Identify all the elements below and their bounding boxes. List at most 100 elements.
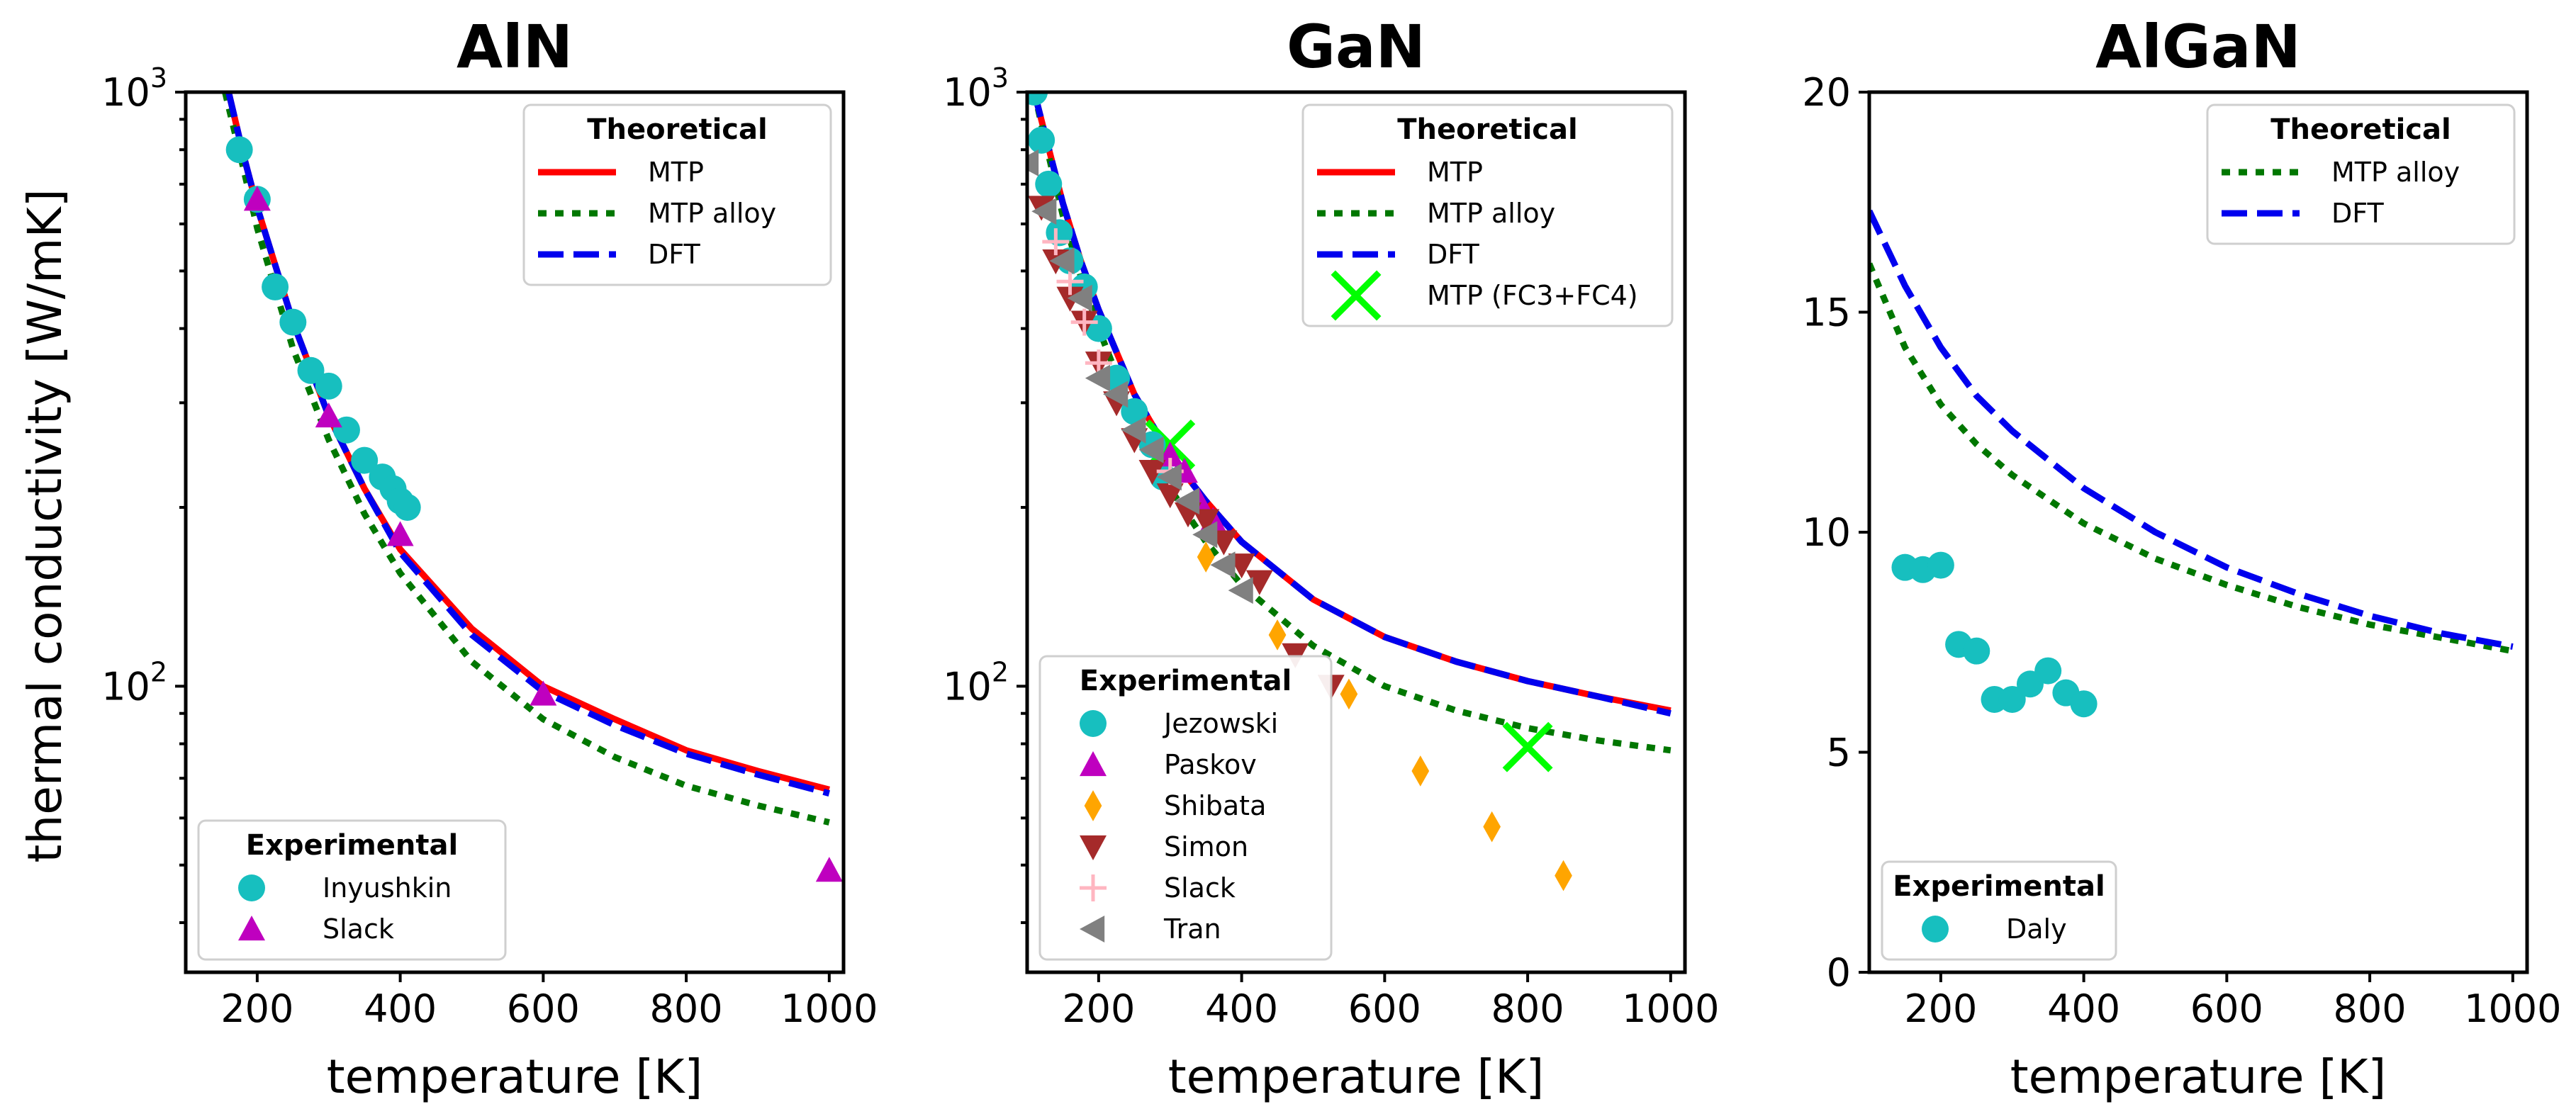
legend-label: Simon xyxy=(1164,831,1248,862)
data-point xyxy=(1156,463,1182,491)
data-point xyxy=(815,857,843,882)
x-tick-label: 400 xyxy=(1205,986,1278,1031)
x-tick-label: 200 xyxy=(220,986,293,1031)
data-point xyxy=(1103,381,1129,408)
legend-swatch xyxy=(1080,710,1107,737)
legend-label: MTP xyxy=(1427,157,1483,188)
x-tick-label: 200 xyxy=(1062,986,1135,1031)
data-point xyxy=(530,680,557,706)
data-point xyxy=(1067,284,1092,312)
legend-label: Daly xyxy=(2006,913,2067,945)
data-point xyxy=(1192,509,1220,534)
data-point xyxy=(1340,678,1358,710)
legend-frame xyxy=(2206,103,2516,245)
x-tick-label: 1000 xyxy=(2464,986,2561,1031)
legend-swatch xyxy=(1080,916,1105,943)
data-point xyxy=(1042,228,1070,256)
legend-label: Paskov xyxy=(1164,749,1257,780)
panel-algan: 200 400 600 800 1000 0 5 10 15 20 AlGaN temperature… xyxy=(1802,12,2561,1104)
plot-area xyxy=(222,92,843,882)
legend-label: Slack xyxy=(1164,872,1236,904)
y-tick-label: 0 xyxy=(1827,950,1851,995)
x-tick-label: 600 xyxy=(2190,986,2263,1031)
series-mtp-alloy xyxy=(222,92,830,826)
series-tran xyxy=(1027,149,1253,604)
series-mtp-alloy xyxy=(1031,92,1671,754)
series-slack xyxy=(243,186,843,882)
legend-label: MTP xyxy=(648,157,704,188)
panel-title: GaN xyxy=(1287,12,1426,81)
data-point xyxy=(1228,577,1253,604)
legend-label: MTP alloy xyxy=(1427,198,1555,229)
y-tick-label: 15 xyxy=(1802,291,1851,335)
legend-swatch xyxy=(1922,916,1949,943)
legend-title: Theoretical xyxy=(587,113,767,146)
legend-swatch xyxy=(238,916,265,941)
legend-label: MTP alloy xyxy=(2331,157,2460,188)
data-point xyxy=(315,372,342,400)
legend-title: Experimental xyxy=(1893,870,2105,903)
data-point xyxy=(1483,811,1501,843)
y-tick-label: 20 xyxy=(1802,70,1851,115)
data-point xyxy=(1031,198,1057,225)
panel-title: AlN xyxy=(457,12,573,81)
legend-frame xyxy=(1038,655,1333,961)
plot-area xyxy=(1027,92,1671,891)
data-point xyxy=(1156,483,1184,509)
legend-experimental: Experimental Jezowski Paskov Shibata Simon Sl… xyxy=(1038,655,1333,961)
data-point xyxy=(2034,657,2062,685)
legend-label: MTP alloy xyxy=(648,198,776,229)
data-point xyxy=(1035,170,1063,198)
x-tick-label: 400 xyxy=(364,986,437,1031)
legend-frame xyxy=(522,103,832,286)
x-tick-label: 600 xyxy=(1348,986,1421,1031)
x-tick-label: 200 xyxy=(1904,986,1977,1031)
data-point xyxy=(386,521,414,546)
series-daly xyxy=(1891,551,2098,718)
legend-swatch xyxy=(1080,751,1107,777)
legend-label: DFT xyxy=(648,239,700,270)
legend-experimental: Experimental Daly xyxy=(1881,860,2117,961)
legend-frame xyxy=(1301,103,1674,327)
data-point xyxy=(1927,551,1954,579)
legend-swatch xyxy=(1084,790,1102,821)
legend-theoretical: Theoretical MTP alloy DFT xyxy=(2206,103,2516,245)
legend-swatch xyxy=(1331,270,1382,321)
x-tick-label: 400 xyxy=(2047,986,2120,1031)
data-point xyxy=(243,186,271,211)
x-tick-label: 600 xyxy=(507,986,580,1031)
legend-label: DFT xyxy=(2331,198,2384,229)
plot-area xyxy=(1869,209,2514,718)
panel-gan: 200 400 600 800 1000 102 103 GaN temperature [K]… xyxy=(943,12,1719,1104)
data-point xyxy=(1046,219,1073,247)
legend-title: Theoretical xyxy=(1397,113,1577,146)
data-point xyxy=(1197,541,1215,573)
legend-frame xyxy=(197,819,507,961)
legend-label: Tran xyxy=(1163,913,1221,945)
axes-frame xyxy=(184,90,846,974)
legend-label: Slack xyxy=(323,913,394,945)
data-point xyxy=(1555,860,1572,891)
x-tick-label: 1000 xyxy=(780,986,878,1031)
legend-title: Theoretical xyxy=(2270,113,2451,146)
legend-label: Inyushkin xyxy=(323,872,452,904)
axes-frame xyxy=(1025,90,1687,974)
series-mtp-alloy xyxy=(1869,262,2514,655)
y-tick-label: 103 xyxy=(943,62,1009,115)
y-tick-label: 103 xyxy=(101,62,167,115)
data-point xyxy=(315,403,342,428)
y-tick-label: 10 xyxy=(1802,510,1851,555)
panel-title: AlGaN xyxy=(2095,12,2301,81)
legend-swatch xyxy=(1080,835,1107,860)
data-point xyxy=(1998,685,2026,713)
legend-label: MTP (FC3+FC4) xyxy=(1427,280,1638,311)
x-axis-label: temperature [K] xyxy=(2010,1050,2387,1104)
data-point xyxy=(1245,570,1273,595)
data-point xyxy=(2070,690,2098,718)
legend-theoretical: Theoretical MTP MTP alloy DFT MTP (FC3+FC4) xyxy=(1301,103,1674,327)
data-point xyxy=(1049,247,1075,275)
data-point xyxy=(1027,149,1039,176)
data-point xyxy=(279,308,307,336)
x-tick-label: 800 xyxy=(2334,986,2407,1031)
